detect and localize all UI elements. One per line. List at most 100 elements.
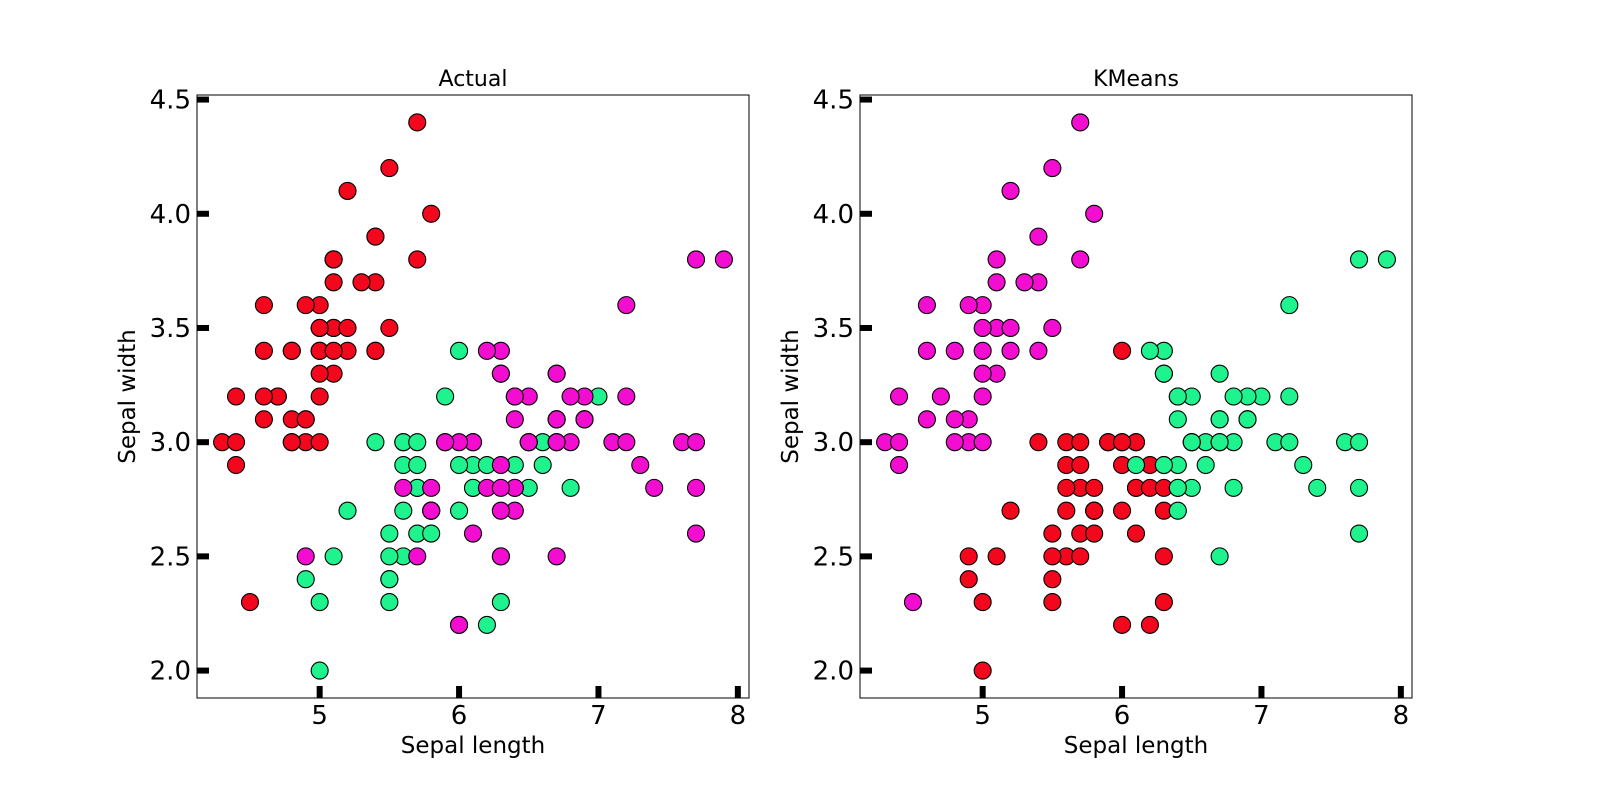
- y-tick-label: 4.0: [813, 200, 854, 230]
- panel-title: Actual: [439, 67, 508, 92]
- data-point: [973, 661, 992, 680]
- data-point: [973, 318, 992, 338]
- data-point: [1126, 524, 1146, 543]
- data-point: [1349, 250, 1369, 269]
- data-point: [714, 250, 733, 269]
- y-tick-label: 3.0: [150, 428, 191, 458]
- x-tick-label: 6: [451, 701, 468, 731]
- data-point: [491, 478, 510, 497]
- data-point: [408, 547, 427, 566]
- data-point: [547, 410, 566, 429]
- data-point: [575, 410, 594, 429]
- data-point: [450, 615, 469, 634]
- data-point: [1113, 615, 1132, 634]
- data-point: [491, 593, 510, 612]
- data-point: [491, 455, 510, 475]
- data-point: [945, 433, 964, 452]
- data-point: [296, 547, 315, 566]
- y-tick-label: 4.5: [150, 86, 191, 116]
- series-3: [1126, 250, 1396, 566]
- data-point: [380, 159, 399, 178]
- data-point: [1210, 433, 1229, 452]
- data-point: [889, 433, 909, 452]
- data-point: [1071, 547, 1090, 566]
- data-point: [519, 433, 538, 452]
- data-point: [1001, 501, 1020, 520]
- y-tick-label: 3.0: [813, 428, 854, 458]
- data-point: [226, 387, 246, 406]
- data-point: [547, 433, 566, 452]
- x-axis-label: Sepal length: [401, 733, 545, 759]
- y-tick-label: 2.0: [150, 657, 191, 687]
- data-point: [686, 250, 706, 269]
- data-point: [422, 204, 441, 223]
- data-point: [1085, 204, 1104, 223]
- data-point: [1377, 250, 1396, 269]
- data-point: [1029, 227, 1048, 246]
- data-point: [1308, 478, 1327, 497]
- data-point: [1224, 387, 1243, 406]
- data-point: [959, 296, 978, 315]
- data-point: [1043, 547, 1062, 566]
- data-point: [1349, 524, 1369, 543]
- data-point: [917, 341, 936, 360]
- x-axis-label: Sepal length: [1064, 733, 1208, 759]
- y-tick-label: 3.5: [150, 314, 191, 344]
- data-point: [282, 433, 301, 452]
- data-point: [366, 433, 385, 452]
- data-point: [380, 593, 399, 612]
- data-point: [296, 570, 315, 589]
- data-point: [1210, 410, 1229, 429]
- x-tick-label: 7: [590, 701, 607, 731]
- data-point: [931, 387, 950, 406]
- data-point: [1168, 501, 1187, 520]
- data-point: [547, 364, 566, 383]
- data-point: [310, 661, 329, 680]
- data-point: [1015, 273, 1034, 292]
- data-point: [917, 410, 936, 429]
- data-point: [945, 410, 964, 429]
- data-point: [408, 433, 427, 452]
- data-point: [631, 455, 650, 475]
- data-point: [254, 410, 273, 429]
- data-point: [945, 341, 964, 360]
- data-point: [1071, 250, 1090, 269]
- data-point: [1349, 433, 1369, 452]
- data-point: [394, 501, 413, 520]
- data-point: [686, 524, 706, 543]
- data-point: [1154, 455, 1173, 475]
- plot-frame: [859, 94, 1413, 699]
- data-point: [973, 593, 992, 612]
- data-point: [1154, 364, 1173, 383]
- data-point: [561, 387, 580, 406]
- data-point: [1168, 410, 1187, 429]
- data-point: [450, 341, 469, 360]
- data-point: [477, 615, 496, 634]
- data-point: [310, 593, 329, 612]
- data-point: [282, 341, 301, 360]
- data-point: [240, 593, 260, 612]
- data-point: [617, 433, 636, 452]
- data-point: [1071, 455, 1090, 475]
- data-point: [1113, 433, 1132, 452]
- data-point: [889, 387, 909, 406]
- data-point: [987, 250, 1006, 269]
- data-point: [380, 570, 399, 589]
- data-point: [1001, 318, 1020, 338]
- data-point: [1085, 501, 1104, 520]
- data-point: [889, 455, 909, 475]
- data-point: [338, 181, 357, 200]
- data-point: [1043, 524, 1062, 543]
- data-point: [338, 318, 357, 338]
- data-point: [1113, 341, 1132, 360]
- data-point: [338, 501, 357, 520]
- data-point: [617, 387, 636, 406]
- x-tick-label: 5: [311, 701, 328, 731]
- x-tick-label: 8: [730, 701, 747, 731]
- data-point: [491, 364, 510, 383]
- series-3: [296, 250, 733, 634]
- data-point: [380, 524, 399, 543]
- scatter-panel-1: Actual 5 6 7 8 2.0 2.5 3.0 3.5 4.0 4.5 Sepal length…: [115, 67, 750, 759]
- data-point: [310, 387, 329, 406]
- data-point: [394, 478, 413, 497]
